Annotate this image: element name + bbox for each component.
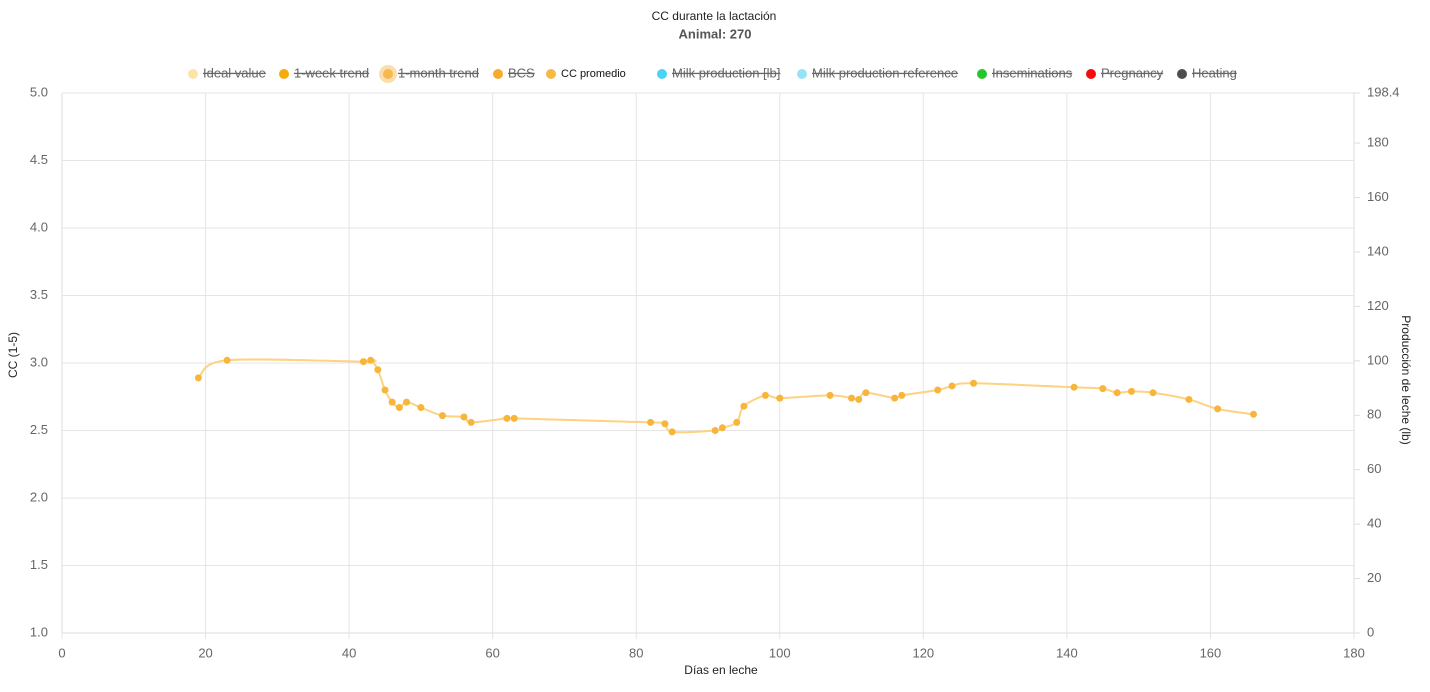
legend-label[interactable]: Inseminations [992,65,1073,80]
legend-marker[interactable] [1086,69,1096,79]
data-point [948,382,956,390]
legend-label[interactable]: Milk production [lb] [672,65,780,80]
legend-label[interactable]: Milk production reference [812,65,958,80]
data-point [194,374,202,382]
y2-tick-label: 120 [1367,298,1389,313]
y2-axis-label: Producción de leche (lb) [1399,315,1413,444]
data-point [661,420,669,428]
x-tick-label: 60 [485,645,499,660]
legend-marker[interactable] [383,69,393,79]
data-point [848,394,856,402]
legend-label[interactable]: CC promedio [561,68,626,80]
data-point [510,414,518,422]
data-point [467,418,475,426]
data-point [1127,387,1135,395]
y2-tick-label: 180 [1367,135,1389,150]
x-tick-label: 180 [1343,645,1365,660]
y-tick-label: 5.0 [30,84,48,99]
data-line [197,358,1254,434]
y2-tick-label: 198.4 [1367,84,1400,99]
x-tick-label: 160 [1200,645,1222,660]
y-tick-label: 4.0 [30,219,48,234]
data-point [970,379,978,387]
x-tick-label: 0 [58,645,65,660]
x-tick-label: 80 [629,645,643,660]
data-point [898,391,906,399]
legend-label[interactable]: 1-month trend [398,65,479,80]
data-point [1070,383,1078,391]
legend-label[interactable]: Heating [1192,65,1237,80]
y2-tick-label: 100 [1367,352,1389,367]
y2-tick-label: 0 [1367,624,1374,639]
legend-marker[interactable] [1177,69,1187,79]
legend-label[interactable]: Pregnancy [1101,65,1164,80]
data-point [761,391,769,399]
legend-marker[interactable] [188,69,198,79]
data-point [1149,389,1157,397]
data-point [647,418,655,426]
data-point [367,356,375,364]
data-point [417,404,425,412]
chart-subtitle: Animal: 270 [679,26,752,41]
legend-marker[interactable] [977,69,987,79]
data-point [776,394,784,402]
y-tick-label: 3.5 [30,287,48,302]
data-point [1214,405,1222,413]
x-axis-label: Días en leche [684,663,758,677]
legend-marker[interactable] [797,69,807,79]
data-point [668,428,676,436]
data-point [223,356,231,364]
y2-tick-label: 160 [1367,189,1389,204]
y2-tick-label: 80 [1367,407,1381,422]
y-tick-label: 2.5 [30,422,48,437]
data-point [438,412,446,420]
legend-label[interactable]: 1-week trend [294,65,369,80]
legend-label[interactable]: BCS [508,65,535,80]
data-point [740,402,748,410]
data-point [718,424,726,432]
data-point [862,389,870,397]
data-point [503,414,511,422]
data-point [1250,410,1258,418]
y2-tick-label: 140 [1367,243,1389,258]
y-tick-label: 1.0 [30,624,48,639]
chart-title: CC durante la lactación [652,9,777,23]
data-point [1113,389,1121,397]
data-point [1185,395,1193,403]
y-axis-label: CC (1-5) [6,332,20,378]
legend-marker[interactable] [279,69,289,79]
data-point [460,413,468,421]
data-point [403,398,411,406]
x-tick-label: 20 [198,645,212,660]
data-point [359,358,367,366]
data-point [934,386,942,394]
y2-tick-label: 60 [1367,461,1381,476]
data-point [891,394,899,402]
data-point [733,418,741,426]
data-point [826,391,834,399]
data-point [395,404,403,412]
legend-marker[interactable] [657,69,667,79]
x-tick-label: 140 [1056,645,1078,660]
data-point [388,398,396,406]
data-point [374,366,382,374]
data-point [381,386,389,394]
y2-tick-label: 40 [1367,516,1381,531]
x-tick-label: 120 [912,645,934,660]
legend-marker[interactable] [493,69,503,79]
y-tick-label: 3.0 [30,354,48,369]
y-tick-label: 4.5 [30,152,48,167]
legend-label[interactable]: Ideal value [203,65,266,80]
data-point [1099,385,1107,393]
x-tick-label: 40 [342,645,356,660]
y-tick-label: 1.5 [30,557,48,572]
legend-marker[interactable] [546,69,556,79]
y-tick-label: 2.0 [30,489,48,504]
x-tick-label: 100 [769,645,791,660]
data-point [711,427,719,434]
y2-tick-label: 20 [1367,570,1381,585]
data-point [855,395,863,403]
